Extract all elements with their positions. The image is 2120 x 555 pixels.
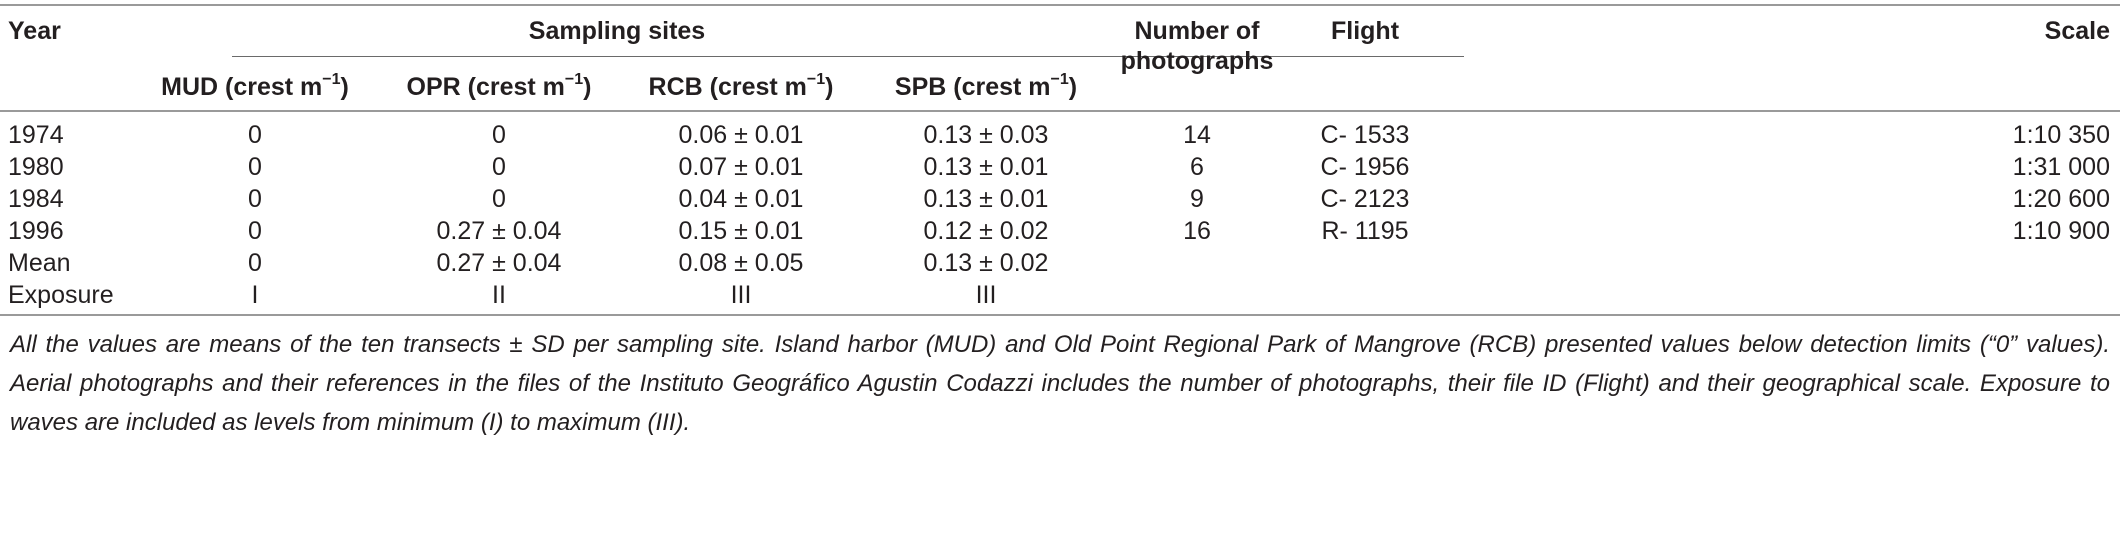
header-year: Year <box>8 17 61 45</box>
cell-year: 1980 <box>8 153 64 181</box>
cell-rcb: 0.15 ± 0.01 <box>678 217 804 245</box>
cell-spb: 0.13 ± 0.01 <box>923 153 1049 181</box>
cell-opr: 0.27 ± 0.04 <box>436 249 562 277</box>
cell-spb: 0.13 ± 0.01 <box>923 185 1049 213</box>
header-scale: Scale <box>2044 17 2110 45</box>
table-footnote: All the values are means of the ten tran… <box>10 331 2110 436</box>
cell-rcb: 0.06 ± 0.01 <box>678 121 804 149</box>
cell-mud: 0 <box>248 153 262 181</box>
header-flight: Flight <box>1330 17 1400 45</box>
cell-flight: R- 1195 <box>1321 217 1409 245</box>
cell-scale: 1:31 000 <box>2012 153 2110 181</box>
cell-opr: 0.27 ± 0.04 <box>436 217 562 245</box>
cell-mud: 0 <box>248 249 262 277</box>
table-bottom-rule <box>0 314 2120 316</box>
cell-spb: III <box>975 281 997 309</box>
cell-flight: C- 1533 <box>1320 121 1410 149</box>
cell-year: Mean <box>8 249 71 277</box>
cell-scale: 1:20 600 <box>2012 185 2110 213</box>
header-sampling-sites: Sampling sites <box>528 17 706 45</box>
cell-opr: 0 <box>492 185 506 213</box>
cell-rcb: III <box>730 281 752 309</box>
header-photos-line1: Number of <box>1134 17 1260 45</box>
cell-spb: 0.12 ± 0.02 <box>923 217 1049 245</box>
header-spb: SPB (crest m−1) <box>894 71 1078 102</box>
cell-mud: I <box>251 281 259 309</box>
cell-scale: 1:10 350 <box>2012 121 2110 149</box>
cell-year: 1984 <box>8 185 64 213</box>
cell-flight: C- 1956 <box>1320 153 1410 181</box>
sampling-sites-rule <box>232 56 1464 57</box>
cell-rcb: 0.08 ± 0.05 <box>678 249 804 277</box>
cell-photos: 16 <box>1183 217 1211 245</box>
cell-year: Exposure <box>8 281 114 309</box>
header-photos-line2: photographs <box>1120 47 1274 75</box>
header-rcb: RCB (crest m−1) <box>648 71 834 102</box>
cell-scale: 1:10 900 <box>2012 217 2110 245</box>
cell-photos: 6 <box>1190 153 1204 181</box>
cell-opr: 0 <box>492 121 506 149</box>
cell-rcb: 0.07 ± 0.01 <box>678 153 804 181</box>
cell-spb: 0.13 ± 0.03 <box>923 121 1049 149</box>
header-opr: OPR (crest m−1) <box>406 71 592 102</box>
header-bottom-rule <box>0 110 2120 112</box>
header-mud: MUD (crest m−1) <box>161 71 349 102</box>
cell-year: 1974 <box>8 121 64 149</box>
cell-year: 1996 <box>8 217 64 245</box>
table-top-rule <box>0 4 2120 6</box>
cell-spb: 0.13 ± 0.02 <box>923 249 1049 277</box>
cell-photos: 14 <box>1183 121 1211 149</box>
cell-rcb: 0.04 ± 0.01 <box>678 185 804 213</box>
cell-mud: 0 <box>248 217 262 245</box>
cell-mud: 0 <box>248 185 262 213</box>
cell-mud: 0 <box>248 121 262 149</box>
cell-opr: 0 <box>492 153 506 181</box>
cell-opr: II <box>492 281 506 309</box>
cell-flight: C- 2123 <box>1320 185 1410 213</box>
cell-photos: 9 <box>1190 185 1204 213</box>
